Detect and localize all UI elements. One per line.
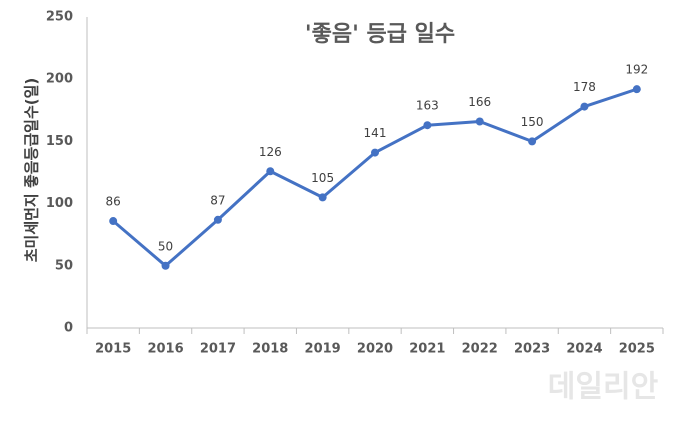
point [213,215,222,224]
chart-title: '좋음' 등급 일수 [305,22,455,47]
value-label: 86 [106,195,121,209]
line [112,87,638,268]
point [528,137,537,146]
x-tick-label: 2023 [514,342,550,357]
y-tick-label: 200 [46,72,73,87]
value-label: 178 [573,80,596,94]
value-label: 141 [364,126,387,140]
x-tick-label: 2024 [566,342,602,357]
point [475,117,484,126]
y-tick-label: 50 [55,258,73,273]
watermark: 데일리안 [548,370,659,405]
point [161,261,170,270]
point [109,217,118,226]
y-axis-label: 초미세먼지 좋음등급일수(일) [23,78,41,263]
x-tick-label: 2025 [619,342,655,357]
point [266,167,275,176]
y-tick-label: 150 [46,134,73,149]
x-tick-label: 2018 [252,342,288,357]
point [318,193,327,202]
point [632,85,641,94]
value-label: 192 [625,63,648,77]
point [371,148,379,157]
x-tick-label: 2022 [462,342,498,357]
value-label: 166 [468,95,491,109]
x-tick-label: 2020 [357,342,393,357]
value-label: 105 [311,171,334,185]
point [423,121,432,130]
value-label: 126 [259,145,282,159]
x-tick-label: 2021 [409,342,445,357]
y-tick-label: 0 [64,321,73,336]
value-label: 87 [210,193,225,207]
value-label: 150 [521,115,544,129]
point [580,102,589,111]
value-label: 163 [416,99,439,113]
y-tick-label: 100 [46,196,73,211]
x-tick-label: 2019 [305,342,341,357]
x-tick-label: 2016 [147,342,183,357]
x-tick-label: 2017 [200,342,236,357]
value-label: 50 [158,239,173,253]
x-tick-label: 2015 [95,342,131,357]
y-tick-label: 250 [46,10,73,25]
